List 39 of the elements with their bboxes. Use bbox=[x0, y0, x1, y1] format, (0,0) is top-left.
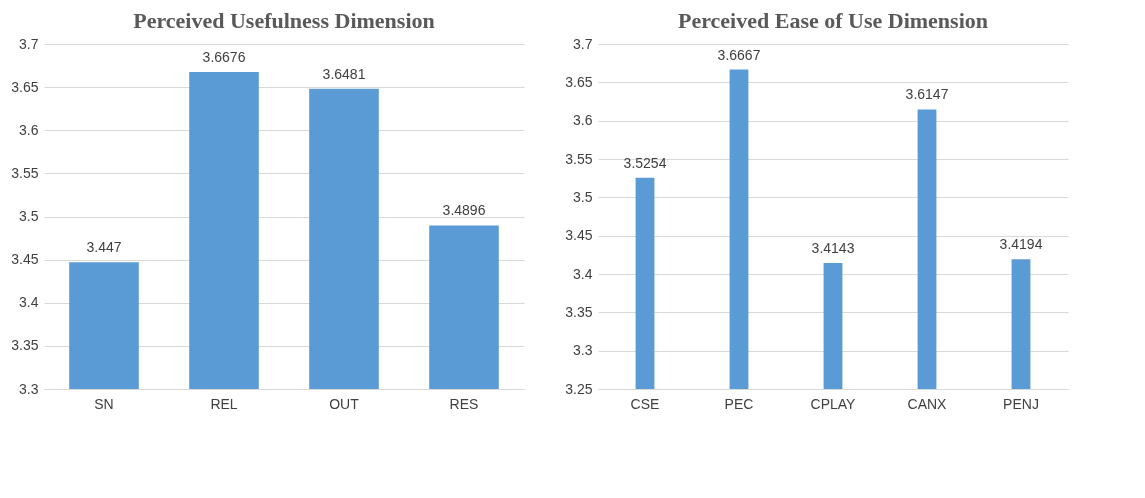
y-tick-label: 3.4 bbox=[573, 265, 593, 282]
y-tick-label: 3.35 bbox=[11, 337, 39, 354]
chart-title: Perceived Ease of Use Dimension bbox=[678, 8, 988, 33]
chart-title: Perceived Usefulness Dimension bbox=[133, 8, 435, 33]
y-tick-label: 3.45 bbox=[565, 227, 593, 244]
data-label: 3.4896 bbox=[442, 202, 486, 219]
x-tick-label: REL bbox=[210, 395, 238, 412]
data-label: 3.4194 bbox=[999, 236, 1043, 253]
y-tick-label: 3.4 bbox=[19, 294, 39, 311]
data-label: 3.4143 bbox=[811, 240, 855, 257]
x-tick-label: CANX bbox=[907, 395, 948, 412]
data-label: 3.6676 bbox=[202, 48, 246, 65]
y-tick-label: 3.55 bbox=[11, 164, 39, 181]
x-tick-label: OUT bbox=[329, 395, 360, 412]
y-tick-label: 3.55 bbox=[565, 150, 593, 167]
y-tick-label: 3.35 bbox=[565, 303, 593, 320]
x-tick-label: PEC bbox=[724, 395, 754, 412]
y-tick-label: 3.65 bbox=[11, 78, 39, 95]
data-label: 3.6147 bbox=[905, 86, 949, 103]
data-label: 3.6667 bbox=[717, 46, 761, 63]
x-tick-label: SN bbox=[94, 395, 114, 412]
x-tick-label: CPLAY bbox=[810, 395, 857, 412]
y-tick-label: 3.6 bbox=[19, 121, 39, 138]
y-tick-label: 3.45 bbox=[11, 251, 39, 268]
y-tick-label: 3.5 bbox=[573, 188, 593, 205]
y-tick-label: 3.6 bbox=[573, 112, 593, 129]
y-tick-label: 3.3 bbox=[19, 380, 39, 397]
y-tick-label: 3.25 bbox=[565, 380, 593, 397]
y-tick-label: 3.7 bbox=[19, 35, 39, 52]
y-tick-label: 3.5 bbox=[19, 208, 39, 224]
y-tick-label: 3.7 bbox=[573, 35, 593, 52]
data-label: 3.6481 bbox=[322, 65, 366, 82]
y-tick-label: 3.3 bbox=[573, 342, 593, 359]
y-tick-label: 3.65 bbox=[565, 73, 593, 90]
data-label: 3.5254 bbox=[623, 154, 667, 171]
x-tick-label: PENJ bbox=[1003, 395, 1039, 412]
data-label: 3.447 bbox=[86, 239, 122, 256]
x-tick-label: RES bbox=[449, 395, 479, 412]
x-tick-label: CSE bbox=[630, 395, 660, 412]
